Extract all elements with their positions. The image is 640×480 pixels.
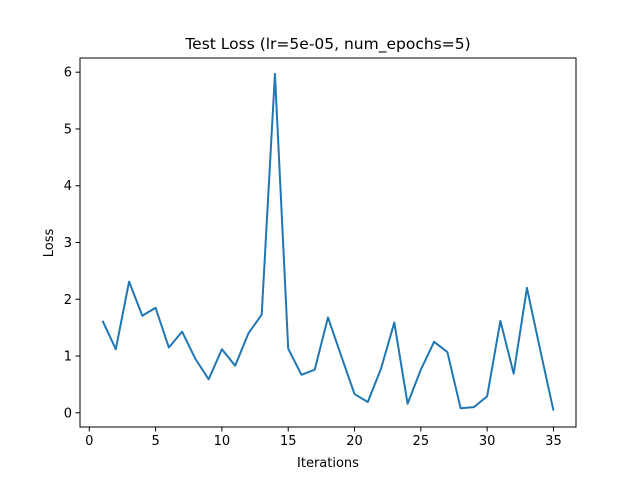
y-tick-label: 6 [64, 66, 72, 81]
y-axis-title: Loss [42, 229, 57, 258]
plot-frame [79, 57, 577, 428]
x-tick-label: 15 [280, 434, 297, 449]
y-tick-label: 1 [64, 350, 72, 365]
plot-area [101, 72, 555, 411]
chart-title: Test Loss (lr=5e-05, num_epochs=5) [184, 35, 470, 54]
y-tick-label: 0 [64, 406, 72, 421]
x-axis-title: Iterations [297, 456, 359, 471]
x-tick-label: 35 [545, 434, 562, 449]
x-axis: 0 5 10 15 20 25 30 35 [85, 427, 562, 449]
x-tick-label: 0 [85, 434, 93, 449]
series-line-0 [101, 72, 555, 411]
y-tick-label: 4 [64, 179, 72, 194]
x-tick-label: 20 [346, 434, 363, 449]
y-axis: 0 1 2 3 4 5 6 [64, 66, 80, 421]
y-tick-label: 2 [64, 293, 72, 308]
x-tick-label: 5 [151, 434, 159, 449]
x-tick-label: 30 [479, 434, 496, 449]
x-tick-label: 10 [214, 434, 231, 449]
x-tick-label: 25 [413, 434, 430, 449]
y-tick-label: 3 [64, 236, 72, 251]
y-tick-label: 5 [64, 122, 72, 137]
